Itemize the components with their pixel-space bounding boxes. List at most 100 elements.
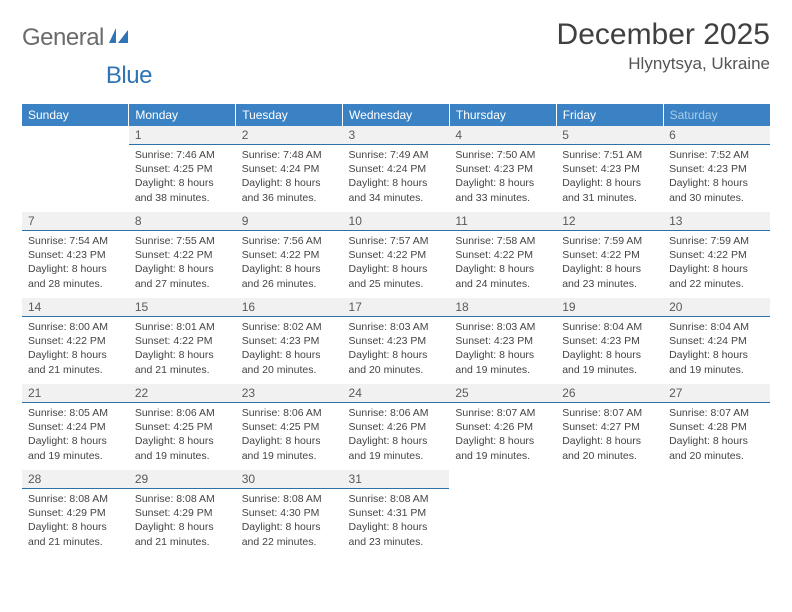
daylight-line: Daylight: 8 hours and 26 minutes.: [242, 262, 337, 290]
sunset-line: Sunset: 4:22 PM: [135, 334, 230, 348]
weekday-header: Saturday: [663, 104, 770, 126]
sunset-line: Sunset: 4:26 PM: [455, 420, 550, 434]
sunset-line: Sunset: 4:24 PM: [28, 420, 123, 434]
day-number: 12: [556, 212, 663, 231]
daylight-line: Daylight: 8 hours and 25 minutes.: [349, 262, 444, 290]
sunset-line: Sunset: 4:23 PM: [28, 248, 123, 262]
sunrise-line: Sunrise: 7:56 AM: [242, 234, 337, 248]
day-details: Sunrise: 8:06 AMSunset: 4:26 PMDaylight:…: [343, 403, 450, 469]
sunset-line: Sunset: 4:24 PM: [242, 162, 337, 176]
daylight-line: Daylight: 8 hours and 22 minutes.: [242, 520, 337, 548]
day-details: Sunrise: 7:55 AMSunset: 4:22 PMDaylight:…: [129, 231, 236, 297]
day-number: 1: [129, 126, 236, 145]
calendar-cell: 16Sunrise: 8:02 AMSunset: 4:23 PMDayligh…: [236, 298, 343, 384]
logo-sails-icon: [108, 26, 130, 49]
sunset-line: Sunset: 4:22 PM: [135, 248, 230, 262]
calendar-week-row: 7Sunrise: 7:54 AMSunset: 4:23 PMDaylight…: [22, 212, 770, 298]
sunset-line: Sunset: 4:24 PM: [349, 162, 444, 176]
sunset-line: Sunset: 4:24 PM: [669, 334, 764, 348]
sunset-line: Sunset: 4:26 PM: [349, 420, 444, 434]
sunset-line: Sunset: 4:23 PM: [562, 334, 657, 348]
calendar-body: 1Sunrise: 7:46 AMSunset: 4:25 PMDaylight…: [22, 126, 770, 556]
day-number: 7: [22, 212, 129, 231]
calendar-cell: 20Sunrise: 8:04 AMSunset: 4:24 PMDayligh…: [663, 298, 770, 384]
sunrise-line: Sunrise: 7:55 AM: [135, 234, 230, 248]
sunrise-line: Sunrise: 8:06 AM: [135, 406, 230, 420]
day-details: Sunrise: 7:50 AMSunset: 4:23 PMDaylight:…: [449, 145, 556, 211]
day-number: 26: [556, 384, 663, 403]
day-details: Sunrise: 8:03 AMSunset: 4:23 PMDaylight:…: [343, 317, 450, 383]
sunrise-line: Sunrise: 8:06 AM: [349, 406, 444, 420]
day-number: 14: [22, 298, 129, 317]
sunset-line: Sunset: 4:22 PM: [669, 248, 764, 262]
day-details: Sunrise: 8:07 AMSunset: 4:28 PMDaylight:…: [663, 403, 770, 469]
daylight-line: Daylight: 8 hours and 20 minutes.: [242, 348, 337, 376]
calendar-cell: 12Sunrise: 7:59 AMSunset: 4:22 PMDayligh…: [556, 212, 663, 298]
day-number: 9: [236, 212, 343, 231]
calendar-page: General December 2025 Hlynytsya, Ukraine…: [0, 0, 792, 612]
day-details: Sunrise: 7:52 AMSunset: 4:23 PMDaylight:…: [663, 145, 770, 211]
daylight-line: Daylight: 8 hours and 21 minutes.: [135, 348, 230, 376]
sunrise-line: Sunrise: 7:54 AM: [28, 234, 123, 248]
sunset-line: Sunset: 4:28 PM: [669, 420, 764, 434]
sunrise-line: Sunrise: 7:50 AM: [455, 148, 550, 162]
day-number: 8: [129, 212, 236, 231]
day-details: Sunrise: 8:04 AMSunset: 4:23 PMDaylight:…: [556, 317, 663, 383]
day-details: Sunrise: 7:57 AMSunset: 4:22 PMDaylight:…: [343, 231, 450, 297]
calendar-cell: 25Sunrise: 8:07 AMSunset: 4:26 PMDayligh…: [449, 384, 556, 470]
day-details: Sunrise: 8:04 AMSunset: 4:24 PMDaylight:…: [663, 317, 770, 383]
calendar-cell: 30Sunrise: 8:08 AMSunset: 4:30 PMDayligh…: [236, 470, 343, 556]
daylight-line: Daylight: 8 hours and 28 minutes.: [28, 262, 123, 290]
day-details: Sunrise: 7:58 AMSunset: 4:22 PMDaylight:…: [449, 231, 556, 297]
day-details: Sunrise: 8:07 AMSunset: 4:26 PMDaylight:…: [449, 403, 556, 469]
sunrise-line: Sunrise: 8:07 AM: [669, 406, 764, 420]
daylight-line: Daylight: 8 hours and 27 minutes.: [135, 262, 230, 290]
sunset-line: Sunset: 4:22 PM: [28, 334, 123, 348]
daylight-line: Daylight: 8 hours and 33 minutes.: [455, 176, 550, 204]
calendar-week-row: 21Sunrise: 8:05 AMSunset: 4:24 PMDayligh…: [22, 384, 770, 470]
weekday-header: Friday: [556, 104, 663, 126]
sunrise-line: Sunrise: 8:02 AM: [242, 320, 337, 334]
daylight-line: Daylight: 8 hours and 19 minutes.: [562, 348, 657, 376]
day-details: Sunrise: 7:56 AMSunset: 4:22 PMDaylight:…: [236, 231, 343, 297]
day-number: 17: [343, 298, 450, 317]
daylight-line: Daylight: 8 hours and 34 minutes.: [349, 176, 444, 204]
calendar-cell: 3Sunrise: 7:49 AMSunset: 4:24 PMDaylight…: [343, 126, 450, 212]
location: Hlynytsya, Ukraine: [557, 54, 770, 74]
sunrise-line: Sunrise: 7:48 AM: [242, 148, 337, 162]
day-number: 24: [343, 384, 450, 403]
day-number: 19: [556, 298, 663, 317]
logo-text-blue: Blue: [106, 62, 152, 90]
day-number: 22: [129, 384, 236, 403]
day-details: Sunrise: 8:03 AMSunset: 4:23 PMDaylight:…: [449, 317, 556, 383]
calendar-cell: 6Sunrise: 7:52 AMSunset: 4:23 PMDaylight…: [663, 126, 770, 212]
daylight-line: Daylight: 8 hours and 22 minutes.: [669, 262, 764, 290]
sunrise-line: Sunrise: 8:08 AM: [349, 492, 444, 506]
weekday-header: Wednesday: [343, 104, 450, 126]
calendar-cell: 26Sunrise: 8:07 AMSunset: 4:27 PMDayligh…: [556, 384, 663, 470]
day-details: Sunrise: 8:00 AMSunset: 4:22 PMDaylight:…: [22, 317, 129, 383]
day-details: Sunrise: 7:48 AMSunset: 4:24 PMDaylight:…: [236, 145, 343, 211]
calendar-cell: 7 Sunrise: 7:54 AMSunset: 4:23 PMDaylight…: [22, 212, 129, 298]
day-number: 16: [236, 298, 343, 317]
day-number: 15: [129, 298, 236, 317]
sunrise-line: Sunrise: 8:01 AM: [135, 320, 230, 334]
sunrise-line: Sunrise: 7:58 AM: [455, 234, 550, 248]
sunset-line: Sunset: 4:22 PM: [242, 248, 337, 262]
calendar-cell: 10Sunrise: 7:57 AMSunset: 4:22 PMDayligh…: [343, 212, 450, 298]
calendar-cell: 24Sunrise: 8:06 AMSunset: 4:26 PMDayligh…: [343, 384, 450, 470]
sunrise-line: Sunrise: 7:52 AM: [669, 148, 764, 162]
sunset-line: Sunset: 4:30 PM: [242, 506, 337, 520]
calendar-cell: 29Sunrise: 8:08 AMSunset: 4:29 PMDayligh…: [129, 470, 236, 556]
sunrise-line: Sunrise: 7:59 AM: [562, 234, 657, 248]
calendar-cell: [449, 470, 556, 556]
day-details: Sunrise: 8:01 AMSunset: 4:22 PMDaylight:…: [129, 317, 236, 383]
daylight-line: Daylight: 8 hours and 21 minutes.: [28, 348, 123, 376]
sunset-line: Sunset: 4:29 PM: [28, 506, 123, 520]
sunrise-line: Sunrise: 8:08 AM: [242, 492, 337, 506]
day-number: 25: [449, 384, 556, 403]
day-number: 27: [663, 384, 770, 403]
sunrise-line: Sunrise: 8:06 AM: [242, 406, 337, 420]
sunset-line: Sunset: 4:23 PM: [562, 162, 657, 176]
calendar-week-row: 1Sunrise: 7:46 AMSunset: 4:25 PMDaylight…: [22, 126, 770, 212]
